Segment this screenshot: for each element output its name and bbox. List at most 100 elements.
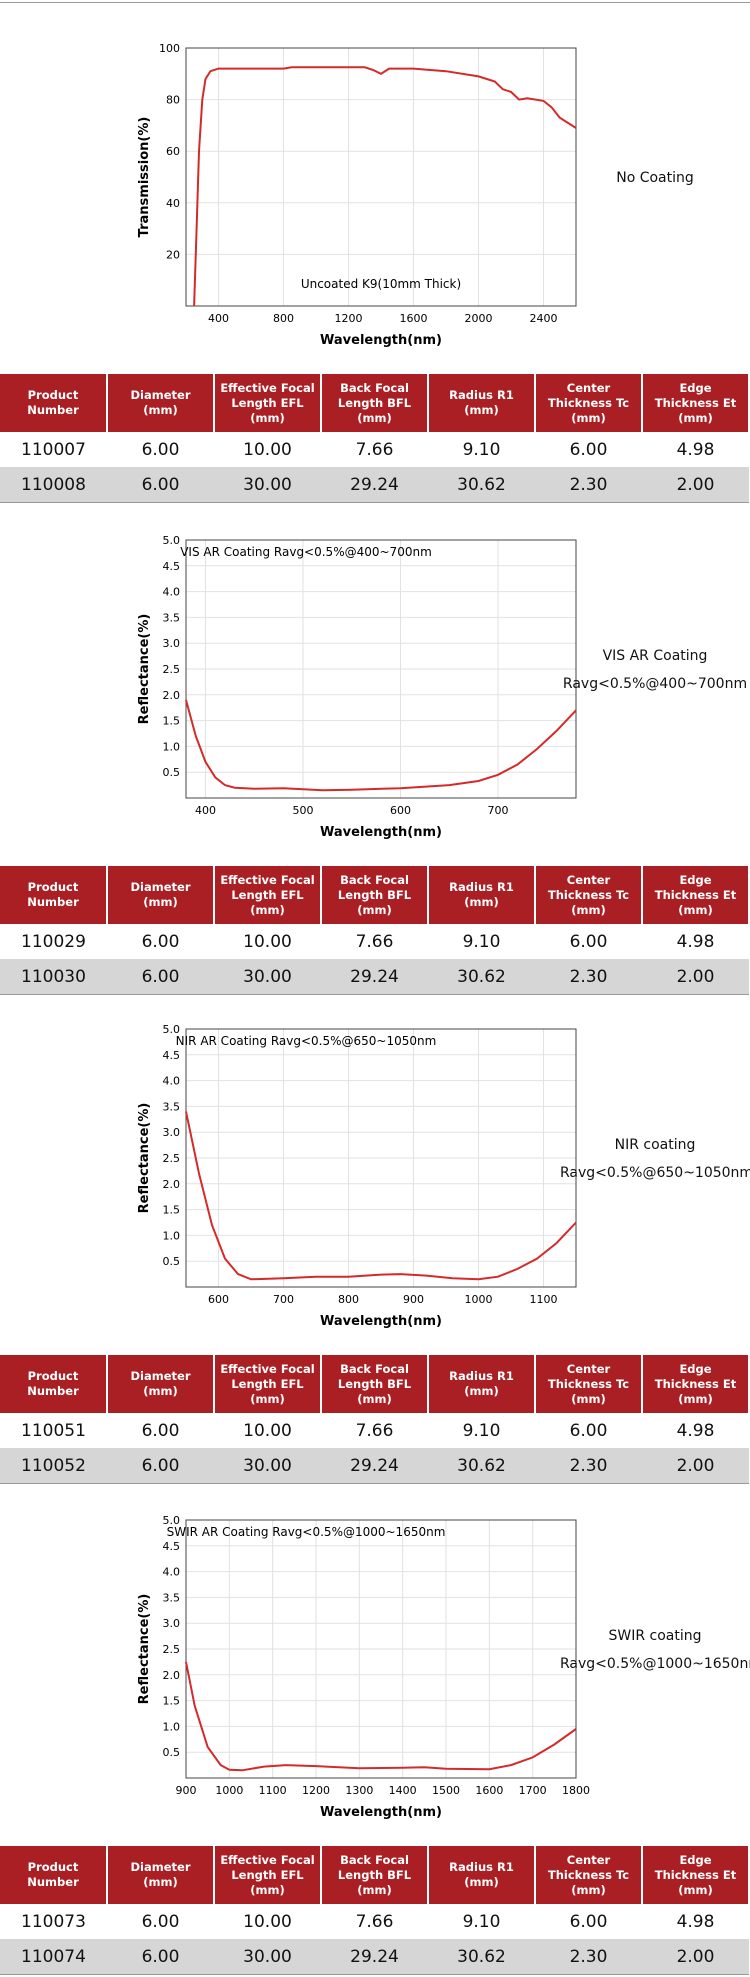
header-cell: Effective Focal Length EFL (mm) xyxy=(214,1846,322,1904)
side-label: NIR coating Ravg<0.5%@650~1050nm xyxy=(560,1131,750,1187)
table-cell: 9.10 xyxy=(428,1904,535,1939)
table-cell: 110007 xyxy=(0,432,107,467)
header-cell: Product Number xyxy=(0,374,108,432)
chart: 0.5 1.0 1.5 2.0 2.5 3.0 3.5 4.0 4.5 5.0 600 700 800 9… xyxy=(137,1023,577,1329)
plot-frame xyxy=(185,1028,577,1288)
header-cell: Edge Thickness Et (mm) xyxy=(642,866,750,924)
x-tick-label: 700 xyxy=(488,804,509,817)
table-row: 110008 6.00 30.00 29.24 30.62 2.30 2.00 xyxy=(0,467,749,503)
header-cell: Back Focal Length BFL (mm) xyxy=(321,1355,429,1413)
x-tick-label: 1100 xyxy=(259,1784,287,1797)
y-tick-label: 5.0 xyxy=(163,1514,181,1527)
header-cell: Product Number xyxy=(0,866,108,924)
table-cell: 2.30 xyxy=(535,959,642,995)
table-cell: 110030 xyxy=(0,959,107,995)
table-cell: 9.10 xyxy=(428,432,535,467)
y-tick-label: 3.5 xyxy=(163,1100,181,1113)
table-cell: 4.98 xyxy=(642,1904,749,1939)
header-cell: Radius R1 (mm) xyxy=(428,1846,536,1904)
x-tick-label: 1100 xyxy=(530,1293,558,1306)
chart-annotation: NIR AR Coating Ravg<0.5%@650~1050nm xyxy=(176,1034,437,1048)
table-cell: 30.00 xyxy=(214,1939,321,1975)
table-cell: 6.00 xyxy=(107,924,214,959)
y-tick-label: 3.5 xyxy=(163,611,181,624)
x-tick-label: 1200 xyxy=(302,1784,330,1797)
y-tick-label: 2.5 xyxy=(163,1643,181,1656)
y-tick-label: 4.5 xyxy=(163,1540,181,1553)
table-cell: 30.62 xyxy=(428,1448,535,1484)
table-cell: 29.24 xyxy=(321,1448,428,1484)
header-cell: Edge Thickness Et (mm) xyxy=(642,374,750,432)
y-tick-label: 2.0 xyxy=(163,1669,181,1682)
table-cell: 6.00 xyxy=(107,959,214,995)
header-cell: Effective Focal Length EFL (mm) xyxy=(214,866,322,924)
header-row: Product Number Diameter (mm) Effective Foc… xyxy=(0,1355,750,1413)
table-cell: 30.62 xyxy=(428,959,535,995)
table-row: 110007 6.00 10.00 7.66 9.10 6.00 4.98 xyxy=(0,432,749,467)
table-cell: 6.00 xyxy=(107,1413,214,1448)
table-cell: 29.24 xyxy=(321,467,428,503)
header-cell: Center Thickness Tc (mm) xyxy=(535,1355,643,1413)
x-axis-label: Wavelength(nm) xyxy=(320,1314,442,1329)
table-cell: 110051 xyxy=(0,1413,107,1448)
spec-table: Product Number Diameter (mm) Effective Foc… xyxy=(0,866,750,995)
x-axis-label: Wavelength(nm) xyxy=(320,333,442,348)
x-tick-label: 900 xyxy=(403,1293,424,1306)
spec-table: Product Number Diameter (mm) Effective Foc… xyxy=(0,1846,750,1975)
table-cell: 6.00 xyxy=(107,1904,214,1939)
table-row: 110030 6.00 30.00 29.24 30.62 2.30 2.00 xyxy=(0,959,749,995)
chart: 20 40 60 80 100 400 800 1200 1600 2000 2400 Uncoate… xyxy=(137,42,577,348)
table-row: 110074 6.00 30.00 29.24 30.62 2.30 2.00 xyxy=(0,1939,749,1975)
table-cell: 6.00 xyxy=(535,1904,642,1939)
spec-table: Product Number Diameter (mm) Effective Foc… xyxy=(0,1355,750,1484)
plot-frame xyxy=(185,1519,577,1779)
table-row: 110052 6.00 30.00 29.24 30.62 2.30 2.00 xyxy=(0,1448,749,1484)
table-cell: 7.66 xyxy=(321,924,428,959)
table-cell: 7.66 xyxy=(321,432,428,467)
table-cell: 7.66 xyxy=(321,1413,428,1448)
x-axis-label: Wavelength(nm) xyxy=(320,1805,442,1820)
x-tick-label: 1400 xyxy=(389,1784,417,1797)
header-cell: Effective Focal Length EFL (mm) xyxy=(214,1355,322,1413)
table-cell: 2.00 xyxy=(642,467,749,503)
table-cell: 6.00 xyxy=(535,432,642,467)
side-label-line: Ravg<0.5%@650~1050nm xyxy=(560,1165,750,1181)
table-cell: 10.00 xyxy=(214,432,321,467)
table-cell: 6.00 xyxy=(107,467,214,503)
x-tick-label: 2400 xyxy=(530,312,558,325)
x-tick-label: 1000 xyxy=(465,1293,493,1306)
table-cell: 2.00 xyxy=(642,959,749,995)
side-label: VIS AR Coating Ravg<0.5%@400~700nm xyxy=(560,642,750,698)
table-cell: 2.30 xyxy=(535,467,642,503)
x-tick-label: 1300 xyxy=(345,1784,373,1797)
y-tick-label: 2.5 xyxy=(163,663,181,676)
y-tick-label: 2.0 xyxy=(163,1178,181,1191)
header-cell: Center Thickness Tc (mm) xyxy=(535,866,643,924)
y-tick-label: 2.0 xyxy=(163,689,181,702)
side-label: No Coating xyxy=(560,164,750,192)
x-axis-label: Wavelength(nm) xyxy=(320,825,442,840)
chart-annotation: VIS AR Coating Ravg<0.5%@400~700nm xyxy=(180,545,432,559)
y-tick-label: 3.5 xyxy=(163,1591,181,1604)
x-tick-label: 1000 xyxy=(215,1784,243,1797)
spec-table: Product Number Diameter (mm) Effective Foc… xyxy=(0,374,750,503)
header-cell: Diameter (mm) xyxy=(107,1846,215,1904)
table-cell: 29.24 xyxy=(321,1939,428,1975)
y-tick-label: 100 xyxy=(159,42,180,55)
y-tick-label: 0.5 xyxy=(163,766,181,779)
side-label-line: Ravg<0.5%@1000~1650nm xyxy=(560,1656,750,1672)
y-tick-label: 1.5 xyxy=(163,1204,181,1217)
y-tick-label: 3.0 xyxy=(163,1126,181,1139)
y-tick-label: 4.5 xyxy=(163,560,181,573)
header-cell: Diameter (mm) xyxy=(107,1355,215,1413)
y-tick-label: 4.0 xyxy=(163,1075,181,1088)
data-line xyxy=(185,1661,577,1772)
table-cell: 110073 xyxy=(0,1904,107,1939)
y-tick-label: 80 xyxy=(166,94,180,107)
y-tick-label: 4.5 xyxy=(163,1049,181,1062)
y-tick-label: 0.5 xyxy=(163,1746,181,1759)
header-cell: Radius R1 (mm) xyxy=(428,374,536,432)
y-axis-label: Transmission(%) xyxy=(137,117,152,238)
table-cell: 2.30 xyxy=(535,1939,642,1975)
table-row: 110051 6.00 10.00 7.66 9.10 6.00 4.98 xyxy=(0,1413,749,1448)
